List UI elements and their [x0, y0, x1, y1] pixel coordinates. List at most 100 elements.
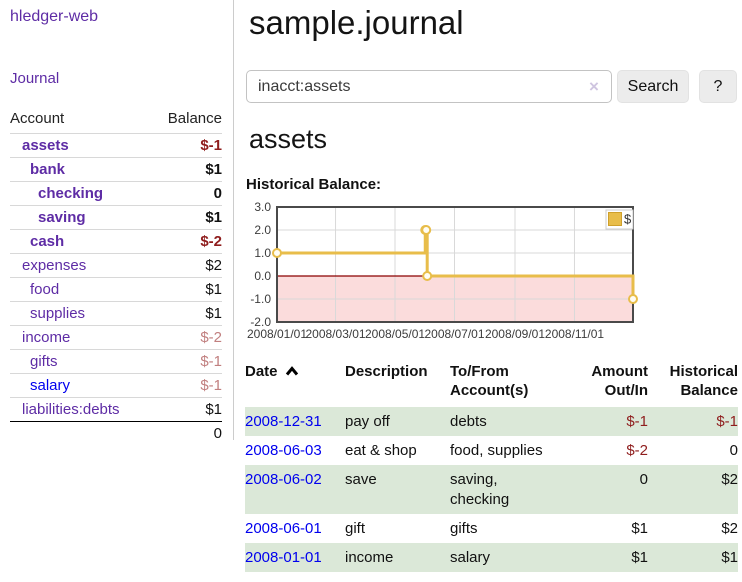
- accounts-total-value: 0: [151, 421, 222, 445]
- data-point-marker: [272, 248, 282, 258]
- transaction-description: gift: [345, 520, 366, 537]
- account-row: salary $-1: [10, 373, 222, 398]
- account-link-cash[interactable]: cash: [30, 233, 65, 250]
- accounts-total-row: 0: [10, 421, 222, 445]
- x-tick-label: 2008/05/01: [365, 327, 425, 341]
- sidebar-item-journal[interactable]: Journal: [10, 70, 60, 87]
- account-row: saving $1: [10, 205, 222, 230]
- transaction-accounts: gifts: [450, 520, 478, 537]
- amount-column-header: Amount Out/In: [591, 363, 648, 399]
- register-row: 2008-06-02 save saving, checking 0 $2: [245, 465, 738, 514]
- account-row: food $1: [10, 277, 222, 302]
- search-button[interactable]: Search: [617, 70, 689, 103]
- account-row: gifts $-1: [10, 349, 222, 374]
- y-tick-label: 0.0: [254, 269, 271, 283]
- account-link-bank[interactable]: bank: [30, 161, 66, 178]
- app-brand-link[interactable]: hledger-web: [10, 8, 99, 25]
- y-tick-label: -1.0: [250, 292, 271, 306]
- x-tick-label: 2008/11/01: [545, 327, 604, 341]
- transaction-date-link[interactable]: 2008-06-03: [245, 442, 322, 459]
- transaction-amount: $1: [631, 549, 648, 566]
- y-tick-label: 2.0: [254, 223, 271, 237]
- transaction-description: pay off: [345, 413, 390, 430]
- register-row: 2008-01-01 income salary $1 $1: [245, 543, 738, 572]
- data-point-marker: [421, 225, 432, 235]
- account-balance: $1: [151, 205, 222, 230]
- transaction-amount: $-2: [626, 442, 648, 459]
- account-link-salary[interactable]: salary: [30, 377, 71, 394]
- data-point-marker: [628, 294, 638, 304]
- chart-title: Historical Balance:: [246, 176, 382, 193]
- register-table: Date Description To/From Account(s) Amou…: [245, 360, 738, 572]
- account-balance: $-2: [151, 229, 222, 254]
- transaction-balance: $-1: [716, 413, 738, 430]
- transaction-balance: $2: [721, 520, 738, 537]
- transaction-description: save: [345, 471, 377, 488]
- y-tick-label: 1.0: [254, 246, 271, 260]
- transaction-balance: $1: [721, 549, 738, 566]
- account-link-assets[interactable]: assets: [22, 137, 69, 154]
- plot-border: [276, 206, 634, 323]
- y-tick-label: -2.0: [250, 315, 271, 329]
- search-input[interactable]: [246, 70, 612, 103]
- account-link-income[interactable]: income: [22, 329, 71, 346]
- transaction-balance: 0: [729, 442, 738, 459]
- account-row: cash $-2: [10, 229, 222, 254]
- transaction-amount: $-1: [626, 413, 648, 430]
- account-link-checking[interactable]: checking: [38, 185, 104, 202]
- clear-search-icon[interactable]: ×: [589, 77, 599, 96]
- date-column-header[interactable]: Date: [245, 360, 345, 407]
- register-row: 2008-06-01 gift gifts $1 $2: [245, 514, 738, 543]
- transaction-date-link[interactable]: 2008-06-02: [245, 471, 322, 488]
- historical-balance-chart: $3.0 2.0 1.0 0.0 -1.0 -2.02008/01/012008/03/0…: [247, 200, 638, 341]
- account-row: bank $1: [10, 157, 222, 182]
- register-header-row: Date Description To/From Account(s) Amou…: [245, 360, 738, 407]
- account-link-gifts[interactable]: gifts: [30, 353, 58, 370]
- legend-label: $: [624, 212, 632, 227]
- description-column-header: Description: [345, 363, 428, 380]
- sort-ascending-chevron-icon: [285, 366, 298, 376]
- accounts-table-header: Account Balance: [10, 106, 222, 134]
- transaction-accounts: salary: [450, 549, 491, 566]
- balance-column-header: Balance: [167, 110, 222, 127]
- account-link-liabilities-debts[interactable]: liabilities:debts: [22, 401, 120, 418]
- account-column-header: To/From Account(s): [450, 363, 529, 399]
- accounts-table: Account Balance assets $-1 bank $1 check…: [10, 106, 222, 445]
- sidebar-divider: [233, 0, 234, 440]
- transaction-amount: $1: [631, 520, 648, 537]
- transaction-balance: $2: [721, 471, 738, 488]
- account-link-food[interactable]: food: [30, 281, 60, 298]
- balance-column-header: Historical Balance: [669, 363, 738, 399]
- account-balance: $-2: [151, 325, 222, 350]
- help-button[interactable]: ?: [699, 70, 737, 103]
- page-title: sample.journal: [249, 4, 464, 41]
- legend-swatch-icon: [608, 212, 622, 226]
- transaction-description: income: [345, 549, 394, 566]
- account-row: checking 0: [10, 181, 222, 206]
- account-row: supplies $1: [10, 301, 222, 326]
- account-balance: $1: [151, 157, 222, 182]
- x-tick-label: 2008/01/01: [247, 327, 307, 341]
- account-link-expenses[interactable]: expenses: [22, 257, 87, 274]
- account-column-header: Account: [10, 110, 65, 127]
- account-balance: $-1: [151, 349, 222, 374]
- x-tick-label: 2008/09/01: [485, 327, 545, 341]
- transaction-date-link[interactable]: 2008-06-01: [245, 520, 322, 537]
- account-row: income $-2: [10, 325, 222, 350]
- account-balance: $1: [151, 397, 222, 422]
- transaction-amount: 0: [639, 471, 648, 488]
- account-row: assets $-1: [10, 133, 222, 158]
- x-tick-label: 2008/03/01: [305, 327, 365, 341]
- data-point-marker: [422, 271, 433, 281]
- account-balance: $-1: [151, 133, 222, 158]
- x-tick-label: 2008/07/01: [424, 327, 484, 341]
- account-link-saving[interactable]: saving: [38, 209, 86, 226]
- transaction-date-link[interactable]: 2008-01-01: [245, 549, 322, 566]
- account-link-supplies[interactable]: supplies: [30, 305, 86, 322]
- transaction-description: eat & shop: [345, 442, 417, 459]
- transaction-accounts: debts: [450, 413, 487, 430]
- account-balance: $-1: [151, 373, 222, 398]
- transaction-accounts: saving, checking: [450, 471, 510, 508]
- transaction-date-link[interactable]: 2008-12-31: [245, 413, 322, 430]
- register-row: 2008-06-03 eat & shop food, supplies $-2…: [245, 436, 738, 465]
